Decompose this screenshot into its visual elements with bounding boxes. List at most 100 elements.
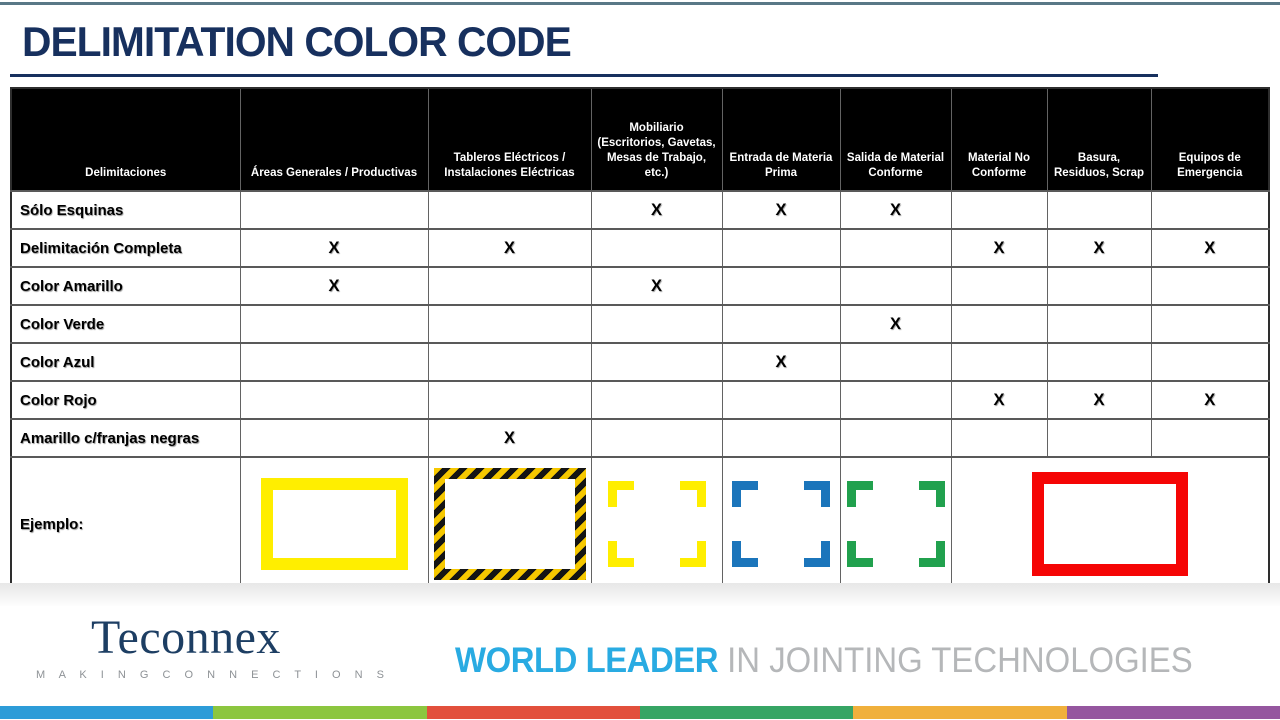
- mark-cell: [950, 266, 1048, 306]
- mark-cell: [590, 228, 723, 268]
- example-corner-brackets-green: [846, 481, 945, 567]
- brand-tagline: M A K I N G C O N N E C T I O N S: [36, 668, 390, 681]
- table-row-amarillo-franjas-negras: Amarillo c/franjas negras X: [10, 418, 1270, 458]
- table-row-solo-esquinas: Sólo Esquinas X X X: [10, 190, 1270, 230]
- column-header-salida-material-conforme: Salida de Material Conforme: [839, 87, 952, 192]
- row-label: Amarillo c/franjas negras: [10, 418, 241, 458]
- mark-cell: [427, 266, 592, 306]
- stripe-segment-red: [426, 706, 640, 719]
- mark-cell: [590, 380, 723, 420]
- mark-cell: X: [427, 418, 592, 458]
- mark-cell: [239, 418, 429, 458]
- mark-cell: [1150, 190, 1270, 230]
- footer-divider-band: [0, 583, 1280, 606]
- stripe-segment-blue: [0, 706, 214, 719]
- mark-cell: [721, 380, 841, 420]
- mark-cell: [839, 228, 952, 268]
- stripe-segment-purple: [1066, 706, 1280, 719]
- row-label: Color Amarillo: [10, 266, 241, 306]
- mark-cell: [427, 304, 592, 344]
- table-row-color-amarillo: Color Amarillo X X: [10, 266, 1270, 306]
- mark-cell: [721, 304, 841, 344]
- slogan-rest: IN JOINTING TECHNOLOGIES: [718, 641, 1193, 680]
- table-row-color-verde: Color Verde X: [10, 304, 1270, 344]
- mark-cell: X: [839, 190, 952, 230]
- mark-cell: [1046, 190, 1152, 230]
- column-header-tableros-electricos: Tableros Eléctricos / Instalaciones Eléc…: [427, 87, 592, 192]
- row-label: Color Rojo: [10, 380, 241, 420]
- mark-cell: [239, 380, 429, 420]
- mark-cell: X: [950, 380, 1048, 420]
- footer-slogan: WORLD LEADER IN JOINTING TECHNOLOGIES: [455, 641, 1193, 681]
- mark-cell: [239, 304, 429, 344]
- example-corner-brackets-blue: [732, 481, 830, 567]
- mark-cell: [1046, 418, 1152, 458]
- mark-cell: X: [721, 190, 841, 230]
- top-accent-line: [0, 2, 1280, 5]
- mark-cell: [839, 418, 952, 458]
- mark-cell: [427, 190, 592, 230]
- example-cell-mobiliario: [590, 456, 723, 592]
- mark-cell: [839, 380, 952, 420]
- mark-cell: [1150, 266, 1270, 306]
- slogan-highlight: WORLD LEADER: [455, 641, 719, 680]
- striped-rectangle-inner: [444, 479, 575, 569]
- mark-cell: X: [721, 342, 841, 382]
- example-cell-rojo-merged: [950, 456, 1270, 592]
- example-cell-areas: [239, 456, 429, 592]
- header-row: Delimitaciones Áreas Generales / Product…: [10, 87, 1270, 192]
- column-header-delimitaciones: Delimitaciones: [10, 87, 241, 192]
- page-title: DELIMITATION COLOR CODE: [22, 18, 572, 65]
- mark-cell: [950, 342, 1048, 382]
- mark-cell: [590, 304, 723, 344]
- example-yellow-black-striped-rectangle: [433, 468, 586, 580]
- example-corner-brackets-yellow: [607, 481, 706, 567]
- mark-cell: X: [590, 266, 723, 306]
- mark-cell: [1150, 418, 1270, 458]
- example-cell-salida: [839, 456, 952, 592]
- column-header-material-no-conforme: Material No Conforme: [950, 87, 1048, 192]
- mark-cell: [427, 342, 592, 382]
- example-row: Ejemplo:: [10, 456, 1270, 592]
- stripe-segment-amber: [853, 706, 1067, 719]
- column-header-equipos-emergencia: Equipos de Emergencia: [1150, 87, 1270, 192]
- mark-cell: X: [1046, 228, 1152, 268]
- row-label: Color Azul: [10, 342, 241, 382]
- example-yellow-rectangle: [260, 478, 408, 570]
- mark-cell: [590, 418, 723, 458]
- mark-cell: X: [427, 228, 592, 268]
- bottom-color-stripe: [0, 706, 1280, 719]
- mark-cell: X: [239, 228, 429, 268]
- title-underline: [10, 74, 1158, 77]
- column-header-entrada-materia-prima: Entrada de Materia Prima: [721, 87, 841, 192]
- mark-cell: [950, 190, 1048, 230]
- mark-cell: X: [1046, 380, 1152, 420]
- column-header-areas-generales: Áreas Generales / Productivas: [239, 87, 429, 192]
- mark-cell: [1046, 266, 1152, 306]
- row-label: Delimitación Completa: [10, 228, 241, 268]
- mark-cell: [721, 228, 841, 268]
- example-cell-entrada: [721, 456, 841, 592]
- mark-cell: [239, 342, 429, 382]
- mark-cell: [1046, 304, 1152, 344]
- mark-cell: [721, 418, 841, 458]
- stripe-segment-green: [639, 706, 854, 719]
- table-row-color-rojo: Color Rojo X X X: [10, 380, 1270, 420]
- mark-cell: [1150, 304, 1270, 344]
- mark-cell: [721, 266, 841, 306]
- delimitation-color-code-table: Delimitaciones Áreas Generales / Product…: [10, 87, 1270, 592]
- mark-cell: [239, 190, 429, 230]
- table-row-color-azul: Color Azul X: [10, 342, 1270, 382]
- mark-cell: X: [239, 266, 429, 306]
- column-header-basura-residuos-scrap: Basura, Residuos, Scrap: [1046, 87, 1152, 192]
- stripe-segment-lightgreen: [213, 706, 427, 719]
- brand-name: Teconnex: [91, 611, 281, 664]
- example-red-rectangle: [1031, 472, 1188, 576]
- row-label-ejemplo: Ejemplo:: [10, 456, 241, 592]
- row-label: Color Verde: [10, 304, 241, 344]
- mark-cell: X: [950, 228, 1048, 268]
- mark-cell: [839, 342, 952, 382]
- mark-cell: [590, 342, 723, 382]
- mark-cell: [950, 418, 1048, 458]
